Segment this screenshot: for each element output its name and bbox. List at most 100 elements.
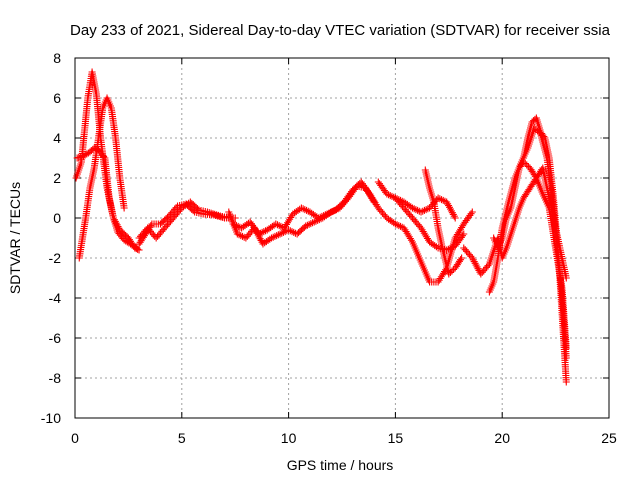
y-tick-label: 6 <box>53 90 61 106</box>
series-track-k <box>421 166 466 278</box>
x-tick-label: 5 <box>178 430 186 446</box>
data-point <box>288 228 296 236</box>
data-point <box>523 161 531 169</box>
data-point <box>286 227 294 235</box>
data-point <box>562 378 570 386</box>
data-point <box>232 222 240 230</box>
data-point <box>386 192 394 200</box>
data-point <box>323 210 331 218</box>
x-tick-label: 10 <box>281 430 297 446</box>
data-point <box>443 198 451 206</box>
y-tick-label: -6 <box>49 330 62 346</box>
data-point <box>521 160 529 167</box>
data-point <box>297 204 305 212</box>
x-axis-label: GPS time / hours <box>287 457 394 473</box>
data-point <box>457 256 465 264</box>
series-track-c <box>75 94 128 262</box>
data-point <box>271 232 279 240</box>
data-point <box>272 220 280 228</box>
data-point <box>397 196 405 204</box>
data-point <box>383 190 391 198</box>
y-tick-label: 2 <box>53 170 61 186</box>
data-point <box>410 205 418 213</box>
data-point <box>274 231 282 239</box>
data-point <box>325 209 333 217</box>
y-tick-label: -2 <box>49 250 62 266</box>
x-tick-label: 25 <box>601 430 617 446</box>
data-point <box>448 209 456 217</box>
x-tick-label: 20 <box>494 430 510 446</box>
data-point <box>408 204 416 212</box>
y-tick-label: 4 <box>53 130 61 146</box>
data-point <box>303 206 311 214</box>
data-point <box>419 207 427 215</box>
x-tick-label: 0 <box>71 430 79 446</box>
data-point <box>131 243 139 251</box>
data-point <box>391 220 399 228</box>
data-point <box>309 219 317 227</box>
data-point <box>540 133 548 140</box>
data-point <box>318 212 326 220</box>
data-point <box>451 214 459 222</box>
data-point <box>407 236 415 244</box>
series-track-e <box>135 198 233 242</box>
data-point <box>436 195 444 203</box>
data-point <box>193 205 201 213</box>
data-point <box>470 258 478 266</box>
data-point <box>468 208 476 216</box>
data-point <box>393 195 401 203</box>
data-point <box>315 214 323 222</box>
data-point <box>275 222 283 230</box>
data-point <box>448 244 456 252</box>
data-point <box>305 220 313 228</box>
data-point <box>449 210 457 218</box>
data-point <box>397 222 405 230</box>
data-point <box>240 233 248 241</box>
x-tick-label: 15 <box>388 430 404 446</box>
data-point <box>307 220 315 228</box>
data-point <box>446 203 454 211</box>
data-point <box>468 254 476 262</box>
data-point <box>257 236 265 244</box>
data-point <box>432 243 440 251</box>
data-point <box>439 196 447 204</box>
data-point <box>255 230 263 238</box>
plot-frame <box>74 57 610 419</box>
y-tick-label: -4 <box>49 290 62 306</box>
data-point <box>474 265 482 273</box>
data-point <box>120 204 128 212</box>
data-point <box>235 231 243 239</box>
data-point <box>301 206 309 214</box>
data-point <box>388 192 396 200</box>
data-point <box>459 232 467 240</box>
data-point <box>268 234 276 242</box>
data-point <box>445 270 453 278</box>
data-point <box>438 196 446 204</box>
data-point <box>391 194 399 202</box>
data-point <box>231 221 239 229</box>
y-tick-label: -10 <box>41 410 61 426</box>
data-point <box>562 354 570 362</box>
data-point <box>445 202 453 210</box>
data-point <box>395 196 403 204</box>
data-point <box>326 208 334 216</box>
series-track-b <box>73 144 141 252</box>
data-point <box>320 212 328 220</box>
axis-ticks: 0 5 10 15 20 25 -10 -8 -6 -4 -2 0 2 4 6 8 <box>41 50 617 446</box>
data-point <box>328 208 336 216</box>
data-point <box>412 206 420 214</box>
data-point <box>299 205 307 213</box>
data-point <box>448 267 456 275</box>
data-point <box>302 222 310 230</box>
data-point <box>562 274 570 282</box>
series-track-g <box>229 178 374 238</box>
data-point <box>484 262 492 270</box>
data-point <box>472 261 480 269</box>
y-axis-label: SDTVAR / TECUs <box>7 182 23 294</box>
data-point <box>229 220 237 228</box>
data-point <box>278 229 286 237</box>
data-point <box>273 232 281 240</box>
data-point <box>471 259 479 267</box>
